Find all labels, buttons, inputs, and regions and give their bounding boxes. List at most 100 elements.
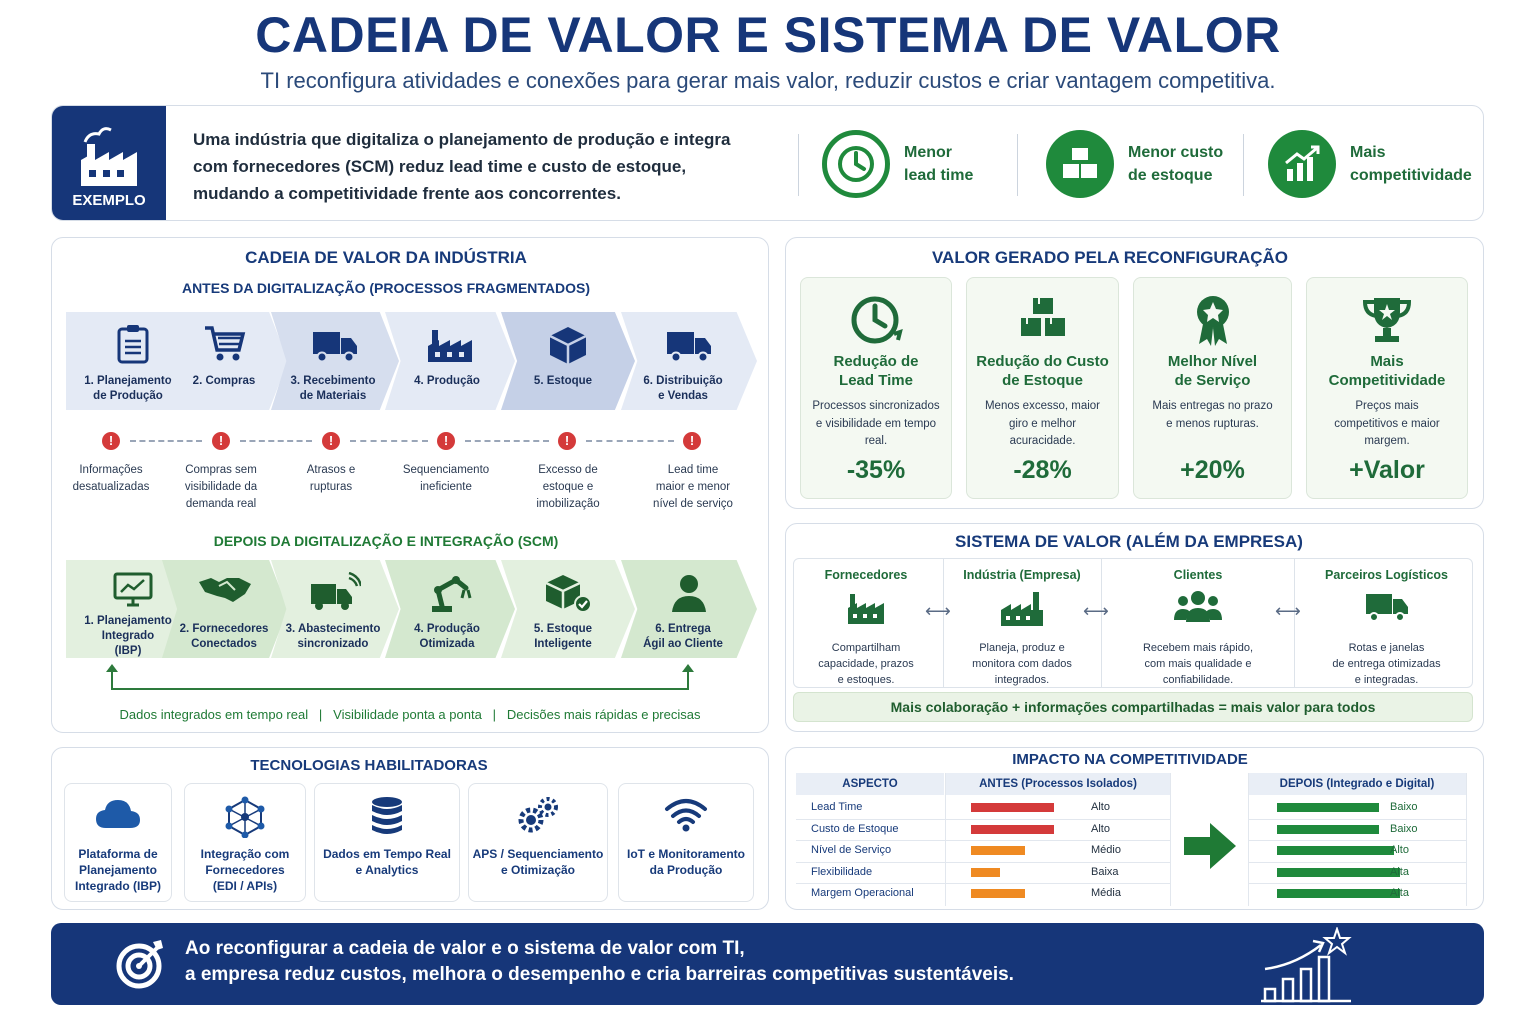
person-icon <box>672 575 706 612</box>
card-title: Competitividade <box>1328 372 1446 389</box>
before-title: ANTES DA DIGITALIZAÇÃO (PROCESSOS FRAGME… <box>181 280 591 296</box>
issue-text: Excesso de estoque e imobilização <box>513 462 623 513</box>
divider <box>943 558 944 688</box>
divider <box>1294 558 1295 688</box>
wifi-icon <box>665 799 707 832</box>
dashed-connector <box>586 440 674 442</box>
node-desc: e integradas. <box>1354 674 1419 686</box>
value-generated-title: VALOR GERADO PELA RECONFIGURAÇÃO <box>931 248 1289 267</box>
network-icon <box>225 796 265 839</box>
issue-text: Atrasos e rupturas <box>276 462 386 496</box>
node-title: Clientes <box>1173 568 1223 582</box>
issue-text: Informações desatualizadas <box>56 462 166 496</box>
system-node-logistics: Parceiros Logísticos Rotas e janelas de e… <box>1300 558 1473 688</box>
benefit-label: Menor custo <box>1128 144 1224 161</box>
step-label: de Produção <box>93 390 163 402</box>
card-title: Mais <box>1370 353 1404 370</box>
benefit-label: lead time <box>904 167 974 184</box>
tech-realtime-data: Dados em Tempo Real e Analytics <box>314 783 460 902</box>
step-label: 1. Planejamento <box>84 615 172 627</box>
after-level: Baixo <box>1390 801 1418 813</box>
before-level: Média <box>1091 887 1121 899</box>
chain-step-smart-inventory: 5. Estoque Inteligente <box>501 560 635 658</box>
step-label: 3. Abastecimento <box>285 623 381 635</box>
node-desc: confiabilidade. <box>1162 674 1234 686</box>
step-label: Conectados <box>191 638 257 650</box>
tech-label: APS / Sequenciamento <box>472 847 604 861</box>
row-divider <box>796 840 1170 841</box>
column-header-aspect: ASPECTO <box>796 773 944 795</box>
issue-line: imobilização <box>536 498 600 510</box>
conclusion-line-1: Ao reconfigurar a cadeia de valor e o si… <box>185 938 745 959</box>
connected-truck-icon <box>311 571 363 610</box>
issue-text: Sequenciamento ineficiente <box>391 462 501 496</box>
factory-icon <box>428 330 472 362</box>
node-title: Parceiros Logísticos <box>1325 568 1448 582</box>
system-node-industry: Indústria (Empresa) Planeja, produz e mon… <box>948 558 1096 688</box>
people-icon <box>1174 591 1222 622</box>
chain-step-receiving: 3. Recebimento de Materiais <box>271 312 399 410</box>
after-level: Alta <box>1390 865 1409 878</box>
tech-supplier-integration: Integração com Fornecedores (EDI / APIs) <box>184 783 306 902</box>
example-text: Uma indústria que digitaliza o planejame… <box>193 130 731 203</box>
row-divider <box>796 861 1170 863</box>
chain-step-production: 4. Produção <box>385 312 515 410</box>
step-label: 3. Recebimento <box>290 375 376 387</box>
divider <box>798 134 799 196</box>
card-value: -28% <box>1013 456 1072 484</box>
card-desc: Preços mais <box>1355 400 1419 412</box>
issue-line: Lead time <box>667 464 719 476</box>
clock-icon <box>822 130 890 198</box>
node-title: Fornecedores <box>824 568 908 582</box>
benefit-competitiveness: Mais competitividade <box>1268 120 1472 208</box>
issue-line: Excesso de <box>538 464 598 476</box>
divider <box>1170 773 1171 906</box>
robot-arm-icon <box>432 576 472 612</box>
tech-label: Planejamento <box>78 863 158 877</box>
divider <box>1248 773 1249 906</box>
issue-line: rupturas <box>309 481 353 493</box>
step-label: (IBP) <box>114 645 142 657</box>
warning-icon: ! <box>683 432 701 450</box>
warning-icon: ! <box>212 432 230 450</box>
node-desc: com mais qualidade e <box>1144 658 1252 670</box>
conclusion-line-2: a empresa reduz custos, melhora o desemp… <box>185 964 1014 985</box>
step-label: 4. Produção <box>414 623 480 635</box>
chain-step-connected-suppliers: 2. Fornecedores Conectados <box>162 560 288 658</box>
before-bar <box>971 824 1055 834</box>
chain-step-distribution: 6. Distribuição e Vendas <box>621 312 757 410</box>
value-chain-title: CADEIA DE VALOR DA INDÚSTRIA <box>245 248 527 267</box>
bidirectional-arrow-icon: ⟷ <box>1083 601 1109 621</box>
node-desc: Planeja, produz e <box>979 642 1065 654</box>
tech-label: Fornecedores <box>205 863 285 877</box>
step-label: de Materiais <box>299 390 367 402</box>
card-value: +Valor <box>1349 456 1425 484</box>
benefit-label: Mais <box>1350 144 1386 161</box>
truck-icon <box>667 332 711 363</box>
card-title: Redução do Custo <box>976 353 1109 370</box>
cart-icon <box>205 326 246 361</box>
node-desc: e estoques. <box>837 674 895 686</box>
card-desc: e visibilidade em tempo <box>815 417 937 430</box>
warning-icon: ! <box>102 432 120 450</box>
trophy-icon <box>1362 298 1412 342</box>
before-level: Baixa <box>1091 865 1119 878</box>
impact-aspect: Nível de Serviço <box>811 844 892 856</box>
step-label: 2. Compras <box>192 375 256 387</box>
award-icon <box>1196 296 1229 346</box>
issue-line: desatualizadas <box>72 481 150 493</box>
card-desc: Mais entregas no prazo <box>1152 400 1273 412</box>
issue-line: maior e menor <box>655 481 731 493</box>
benefit-label: de estoque <box>1128 167 1213 184</box>
issue-line: visibilidade da <box>184 481 258 493</box>
before-bar <box>971 867 1001 877</box>
dashed-connector <box>240 440 312 442</box>
benefit-lead-time: Menor lead time <box>822 120 973 208</box>
row-divider <box>1248 840 1466 841</box>
issue-line: Informações <box>79 464 143 476</box>
node-desc: Recebem mais rápido, <box>1142 642 1254 654</box>
clipboard-icon <box>117 325 149 364</box>
after-title: DEPOIS DA DIGITALIZAÇÃO E INTEGRAÇÃO (SC… <box>213 533 559 549</box>
node-title: Indústria (Empresa) <box>963 568 1081 582</box>
system-node-customers: Clientes Recebem mais rápido, com mais qu… <box>1110 558 1286 688</box>
